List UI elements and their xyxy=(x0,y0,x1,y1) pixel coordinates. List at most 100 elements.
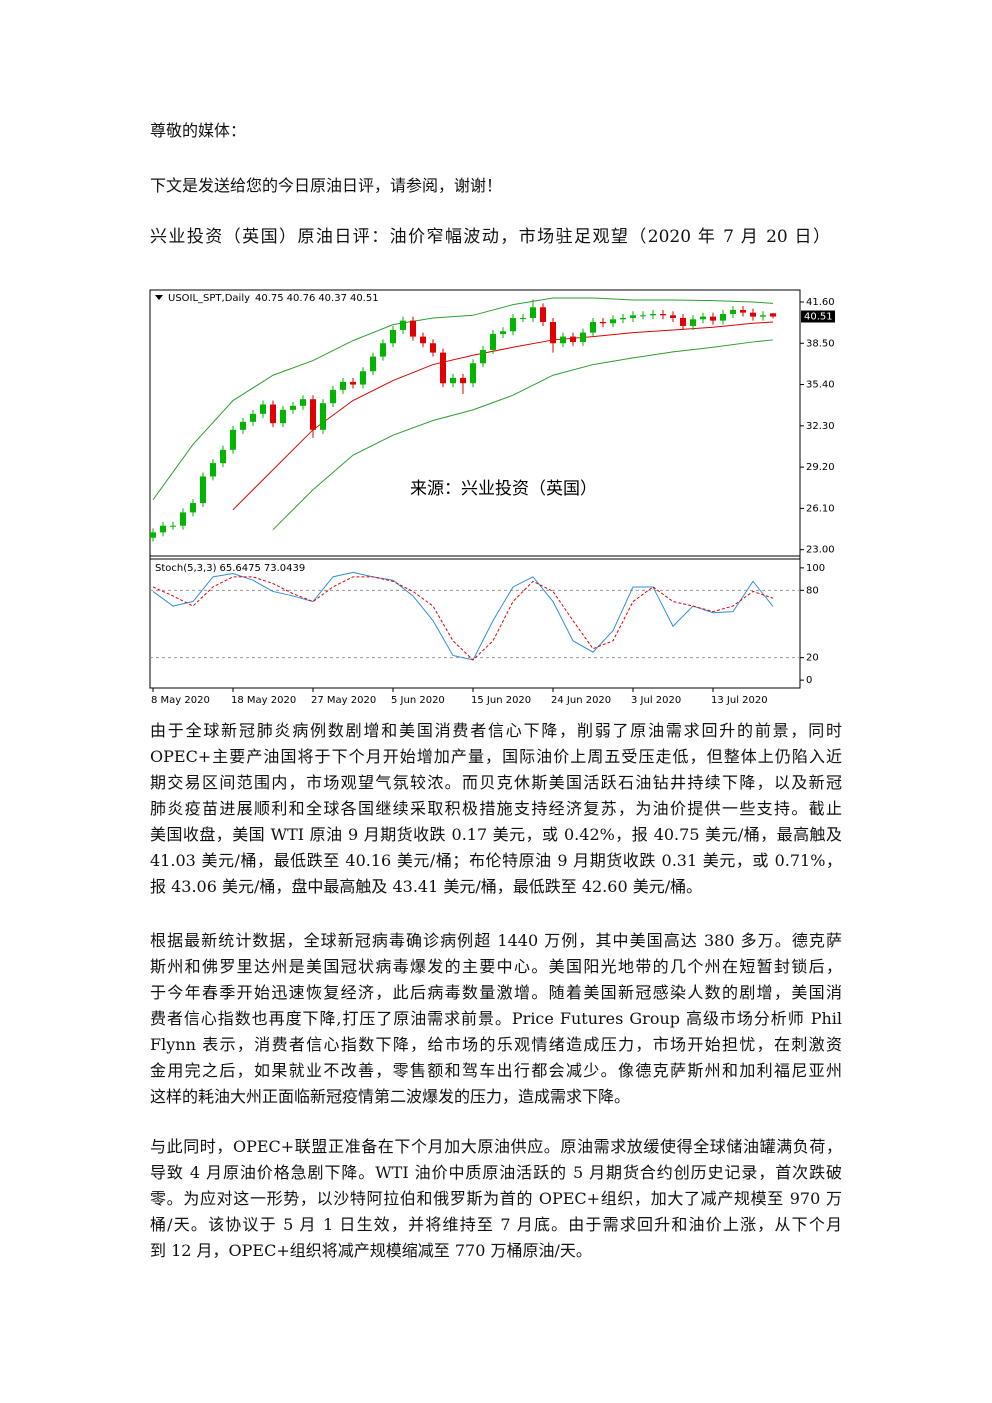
text-line: 肺炎疫苗进展顺利和全球各国继续采取积极措施支持经济复苏，为油价提供一些支持。截止 xyxy=(150,799,842,818)
y-tick-label: 80 xyxy=(806,585,819,596)
candle-body xyxy=(750,312,756,317)
x-tick-label: 5 Jun 2020 xyxy=(391,695,445,706)
chart: USOIL_SPT,Daily 40.75 40.76 40.37 40.51 来源：兴… xyxy=(149,289,835,706)
text-line: 与此同时，OPEC+联盟正准备在下个月加大原油供应。原油需求放缓使得全球储油罐满… xyxy=(150,1137,842,1156)
symbol: USOIL_SPT,Daily xyxy=(168,293,250,304)
x-tick-label: 8 May 2020 xyxy=(151,695,210,706)
candle-body xyxy=(500,331,506,334)
candle-body xyxy=(290,405,296,410)
watermark: 来源：兴业投资（英国） xyxy=(410,479,597,499)
text-line: Flynn 表示，消费者信心指数下降，给市场的乐观情绪造成压力，市场开始担忧，在… xyxy=(150,1035,842,1054)
candle-body xyxy=(410,320,416,337)
y-tick-label: 20 xyxy=(806,653,819,664)
text-line: 美国收盘，美国 WTI 原油 9 月期货收跌 0.17 美元，或 0.42%，报… xyxy=(150,825,842,844)
candle-body xyxy=(260,404,266,414)
candle-body xyxy=(160,525,166,533)
candle-body xyxy=(630,315,636,318)
candle-body xyxy=(590,321,596,333)
candle-body xyxy=(180,512,186,526)
text-line: 41.03 美元/桶，最低跌至 40.16 美元/桶；布伦特原油 9 月期货收跌… xyxy=(150,851,842,870)
band-line xyxy=(152,297,774,501)
candle-body xyxy=(240,421,246,430)
text-line: 这样的耗油大州正面临新冠疫情第二波爆发的压力，造成需求下降。 xyxy=(150,1087,631,1106)
x-tick-label: 24 Jun 2020 xyxy=(551,695,611,706)
candle-body xyxy=(610,319,616,324)
y-tick-label: 35.40 xyxy=(806,380,835,391)
candle-body xyxy=(540,307,546,322)
candle-body xyxy=(730,309,736,314)
candle-body xyxy=(490,333,496,350)
paragraph: 由于全球新冠肺炎病例数剧增和美国消费者信心下降，削弱了原油需求回升的前景，同时 O… xyxy=(150,718,842,900)
candle-body xyxy=(200,476,206,504)
candle-body xyxy=(300,399,306,406)
stoch-line xyxy=(152,576,774,661)
y-tick-label: 0 xyxy=(806,675,812,686)
candle-body xyxy=(650,313,656,316)
candle-body xyxy=(350,381,356,385)
candle-body xyxy=(280,409,286,424)
candle-body xyxy=(660,313,666,316)
stoch-header: Stoch(5,3,3) 65.6475 73.0439 xyxy=(155,563,305,574)
text-line: 桶/天。该协议于 5 月 1 日生效，并将维持至 7 月底。由于需求回升和油价上… xyxy=(150,1215,842,1234)
text-line: 金用完之后，如果就业不改善，零售额和驾车出行都会减少。像德克萨斯州和加利福尼亚州 xyxy=(150,1061,842,1080)
candle-body xyxy=(430,343,436,353)
price-tag-label: 40.51 xyxy=(804,312,833,323)
candle-body xyxy=(230,429,236,450)
y-tick-label: 29.20 xyxy=(806,462,835,473)
candle-body xyxy=(210,463,216,477)
candle-body xyxy=(560,336,566,344)
x-tick-label: 18 May 2020 xyxy=(231,695,296,706)
ohlc-high: 40.76 xyxy=(287,293,316,304)
candle-body xyxy=(580,332,586,342)
candle-body xyxy=(320,403,326,430)
candle-body xyxy=(390,329,396,344)
candle-body xyxy=(690,319,696,326)
candle-body xyxy=(640,315,646,317)
text-line: 费者信心指数也再度下降,打压了原油需求前景。Price Futures Grou… xyxy=(150,1009,842,1028)
candle-body xyxy=(420,336,426,344)
intro: 下文是发送给您的今日原油日评，请参阅，谢谢！ xyxy=(150,176,503,195)
candle-body xyxy=(360,371,366,385)
candle-body xyxy=(150,532,156,538)
text-line: OPEC+主要产油国将于下个月开始增加产量，国际油价上周五受压走低，但整体上仍陷… xyxy=(150,747,842,766)
candle-body xyxy=(220,449,226,464)
candle-body xyxy=(570,336,576,342)
candle-body xyxy=(170,525,176,527)
candle-body xyxy=(340,381,346,390)
candle-body xyxy=(720,313,726,321)
stoch-line xyxy=(152,571,774,661)
paragraph: 根据最新统计数据，全球新冠病毒确诊病例超 1440 万例，其中美国高达 380 … xyxy=(150,928,842,1110)
candle-body xyxy=(670,315,676,318)
y-tick-label: 32.30 xyxy=(806,421,835,432)
candle-body xyxy=(710,316,716,321)
text-line: 期交易区间范围内，市场观望气氛较浓。而贝克休斯美国活跃石油钻井持续下降，以及新冠 xyxy=(150,773,842,792)
y-tick-label: 100 xyxy=(806,563,825,574)
paragraph: 与此同时，OPEC+联盟正准备在下个月加大原油供应。原油需求放缓使得全球储油罐满… xyxy=(150,1134,842,1264)
text-line: 于今年春季开始迅速恢复经济，此后病毒数量激增。随着美国新冠感染人数的剧增，美国消 xyxy=(150,983,842,1002)
ohlc-low: 40.37 xyxy=(318,293,347,304)
candle-body xyxy=(550,321,556,344)
candle-body xyxy=(270,404,276,424)
text-line: 零。为应对这一形势，以沙特阿拉伯和俄罗斯为首的 OPEC+组织，加大了减产规模至… xyxy=(150,1189,842,1208)
band-line xyxy=(232,321,774,511)
text-line: 导致 4 月原油价格急剧下降。WTI 油价中质原油活跃的 5 月期货合约创历史记… xyxy=(150,1163,842,1182)
chart-header: USOIL_SPT,Daily 40.75 40.76 40.37 40.51 xyxy=(168,293,379,304)
candle-body xyxy=(450,377,456,384)
candle-body xyxy=(620,317,626,320)
candle-body xyxy=(190,503,196,513)
y-tick-label: 26.10 xyxy=(806,503,835,514)
headline: 兴业投资（英国）原油日评：油价窄幅波动，市场驻足观望（2020 年 7 月 20… xyxy=(150,227,830,247)
text-line: 报 43.06 美元/桶，盘中最高触及 43.41 美元/桶，最低跌至 42.6… xyxy=(150,877,703,896)
chart-frame xyxy=(149,289,801,689)
candle-body xyxy=(760,315,766,317)
ohlc-close: 40.51 xyxy=(350,293,379,304)
text-line: 根据最新统计数据，全球新冠病毒确诊病例超 1440 万例，其中美国高达 380 … xyxy=(150,931,842,950)
band-line xyxy=(272,339,774,531)
candle-body xyxy=(740,309,746,313)
stoch-title: Stoch(5,3,3) xyxy=(155,563,217,574)
menu-arrow xyxy=(155,295,163,300)
candle-body xyxy=(770,313,776,317)
candle-body xyxy=(470,363,476,384)
candle-body xyxy=(250,413,256,422)
